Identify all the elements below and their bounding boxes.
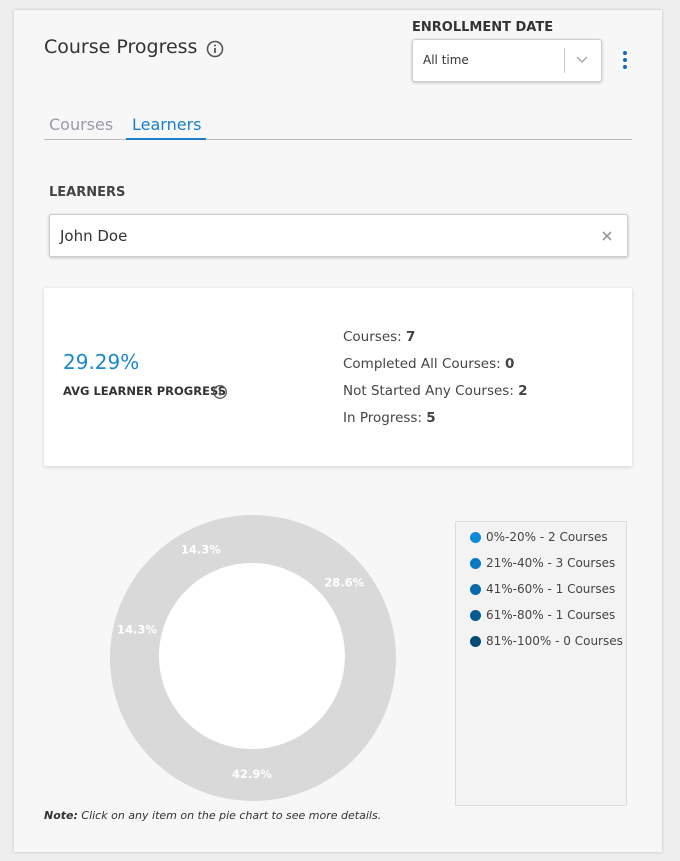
stat-label: Not Started Any Courses:	[343, 383, 514, 399]
summary-card: 29.29% AVG LEARNER PROGRESS Courses: 7 Co…	[44, 288, 632, 466]
legend-swatch	[470, 583, 481, 595]
legend-item[interactable]: 21%-40% - 3 Courses	[470, 556, 615, 570]
tab-active[interactable]: Learners	[132, 115, 202, 134]
stat-row: Not Started Any Courses: 2	[343, 383, 528, 399]
legend-label: 81%-100% - 0 Courses	[486, 634, 623, 648]
info-icon[interactable]	[212, 384, 228, 400]
note-text: Click on any item on the pie chart to se…	[81, 809, 382, 822]
stat-value: 7	[406, 329, 416, 345]
stat-label: In Progress:	[343, 410, 422, 426]
legend-item[interactable]: 81%-100% - 0 Courses	[470, 634, 623, 648]
stat-value: 5	[426, 410, 436, 426]
legend-label: 41%-60% - 1 Courses	[486, 582, 616, 596]
clear-icon[interactable]	[601, 230, 613, 242]
note: Note: Click on any item on the pie chart…	[44, 809, 381, 822]
legend-item[interactable]: 41%-60% - 1 Courses	[470, 582, 615, 596]
donut-chart: 28.6% 42.9% 14.3% 14.3%	[110, 515, 396, 801]
learner-input[interactable]: John Doe	[49, 214, 628, 257]
data-label: 14.3%	[117, 623, 157, 637]
stat-row: In Progress: 5	[343, 410, 436, 426]
stat-row: Completed All Courses: 0	[343, 356, 514, 372]
stat-value: 0	[504, 356, 515, 372]
note-label: Note:	[44, 809, 78, 822]
legend-label: 61%-80% - 1 Courses	[486, 608, 616, 622]
legend-label: 21%-40% - 3 Courses	[486, 556, 616, 570]
legend-item[interactable]: 0%-20% - 2 Courses	[470, 530, 608, 544]
avg-progress: 29.29%	[63, 350, 140, 374]
stat-label: Courses:	[343, 329, 402, 345]
legend-item[interactable]: 61%-80% - 1 Courses	[470, 608, 615, 622]
divider	[564, 48, 565, 73]
title: Course Progress	[44, 36, 198, 58]
date-select[interactable]: All time	[412, 39, 602, 82]
legend-label: 0%-20% - 2 Courses	[486, 530, 608, 544]
input-value: John Doe	[60, 227, 128, 245]
legend-swatch	[470, 557, 481, 569]
data-label: 28.6%	[324, 575, 364, 589]
stat-label: Completed All Courses:	[343, 356, 501, 372]
filter-label: ENROLLMENT DATE	[412, 20, 554, 35]
tab-indicator	[126, 138, 206, 140]
data-label: 42.9%	[232, 767, 272, 781]
select-value: All time	[423, 53, 469, 67]
card: Course Progress ENROLLMENT DATE All time…	[14, 10, 662, 852]
info-icon[interactable]	[206, 40, 226, 60]
tab[interactable]: Courses	[49, 115, 114, 134]
stat-row: Courses: 7	[343, 329, 415, 345]
legend-swatch	[470, 531, 481, 543]
avg-label: AVG LEARNER PROGRESS	[63, 384, 226, 398]
data-label: 14.3%	[181, 543, 221, 557]
legend: 0%-20% - 2 Courses 21%-40% - 3 Courses 41%…	[455, 521, 627, 806]
donut-hole	[159, 563, 345, 749]
legend-swatch	[470, 635, 481, 647]
tab-rule	[44, 139, 632, 140]
learners-label: LEARNERS	[49, 185, 126, 200]
legend-swatch	[470, 609, 481, 621]
chevron	[576, 56, 588, 64]
stat-value: 2	[518, 383, 528, 399]
more-menu[interactable]	[619, 50, 631, 72]
